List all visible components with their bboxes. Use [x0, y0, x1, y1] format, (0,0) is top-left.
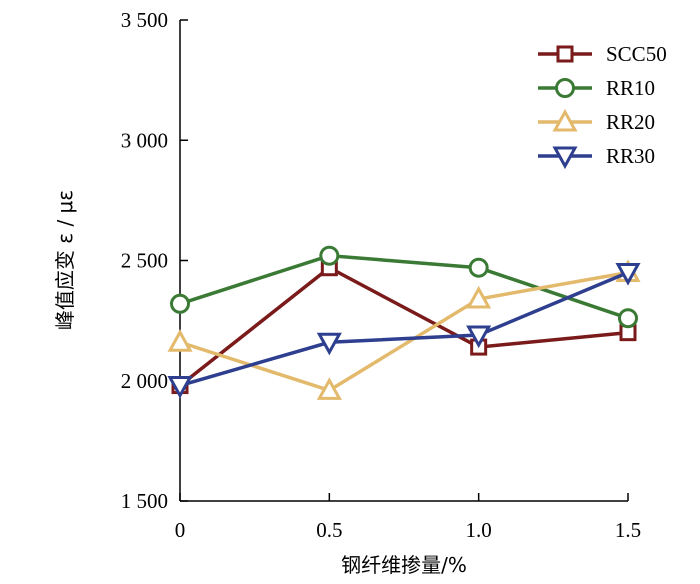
legend-item-scc50: SCC50: [538, 42, 667, 66]
y-axis-title: 峰值应变 ε / με: [53, 190, 77, 330]
series-rr30: [167, 263, 641, 399]
x-ticks: 0 0.5 1.0 1.5: [175, 493, 641, 542]
series-rr10: [170, 245, 638, 329]
y-tick-label: 3 000: [121, 128, 168, 152]
series-line-rr10: [179, 253, 629, 320]
data-point-rr30: [615, 263, 641, 286]
legend-item-rr10: RR10: [538, 76, 655, 100]
data-point-rr20: [316, 377, 342, 400]
legend-item-rr30: RR30: [538, 144, 655, 170]
data-point-rr10: [618, 308, 638, 329]
y-tick-label: 1 500: [121, 489, 168, 513]
x-tick-label: 0: [175, 518, 186, 542]
y-tick-label: 3 500: [121, 8, 168, 32]
legend-label-scc50: SCC50: [606, 42, 667, 66]
series-line-rr20: [179, 270, 629, 393]
legend-item-rr20: RR20: [538, 108, 655, 134]
x-axis-title: 钢纤维掺量/%: [341, 553, 467, 577]
legend-marker-scc50: [556, 45, 574, 63]
x-tick-label: 1.0: [466, 518, 492, 542]
y-tick-label: 2 000: [121, 369, 168, 393]
series-line-scc50: [178, 265, 629, 387]
series-scc50: [171, 259, 637, 395]
legend-marker-rr30: [552, 146, 578, 170]
x-tick-label: 0.5: [316, 518, 342, 542]
legend-label-rr20: RR20: [606, 110, 655, 134]
series-line-rr30: [179, 270, 629, 388]
data-point-rr30: [167, 376, 193, 399]
data-point-rr20: [466, 285, 492, 309]
legend-marker-rr20: [552, 108, 578, 132]
x-tick-label: 1.5: [615, 518, 641, 542]
legend-marker-rr10: [555, 78, 575, 98]
data-point-rr10: [170, 293, 190, 314]
y-ticks: 1 500 2 000 2 500 3 000 3 500: [121, 8, 188, 513]
data-point-rr20: [167, 329, 193, 352]
legend-label-rr10: RR10: [606, 76, 655, 100]
data-point-rr10: [319, 245, 340, 266]
series-rr20: [167, 259, 641, 400]
y-tick-label: 2 500: [121, 249, 168, 273]
data-point-rr10: [468, 257, 489, 278]
series-layer: [167, 245, 641, 400]
data-point-rr30: [466, 325, 492, 349]
data-point-rr30: [316, 332, 342, 356]
legend: SCC50 RR10 RR20 RR30: [538, 42, 667, 170]
legend-label-rr30: RR30: [606, 144, 655, 168]
